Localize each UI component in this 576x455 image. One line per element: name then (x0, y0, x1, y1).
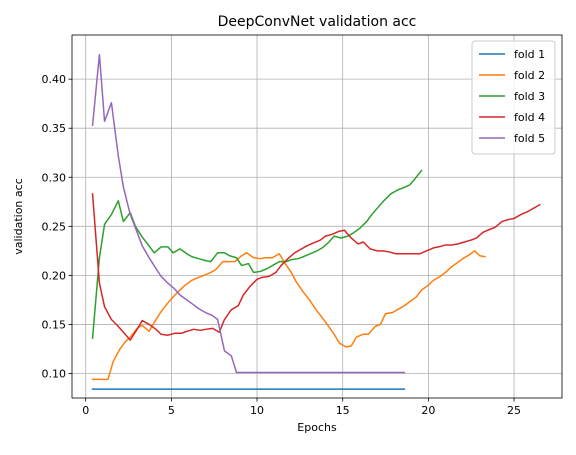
x-tick-label: 5 (168, 404, 175, 417)
y-tick-label: 0.25 (42, 220, 67, 233)
axes-frame (71, 34, 563, 399)
legend-label: fold 4 (514, 111, 545, 124)
series-line-fold-5 (91, 53, 406, 374)
x-tick-label: 20 (421, 404, 435, 417)
axes-spines (71, 34, 563, 399)
y-tick-label: 0.10 (42, 367, 67, 380)
series-line-fold-3 (91, 169, 423, 339)
legend-box (471, 40, 556, 155)
y-tick-label: 0.35 (42, 122, 67, 135)
y-tick-label: 0.40 (42, 73, 67, 86)
x-tick-label: 0 (82, 404, 89, 417)
series-line-fold-2 (91, 250, 486, 381)
legend: fold 1 fold 2 fold 3 fold 4 fold 5 (471, 40, 556, 155)
legend-label: fold 3 (514, 90, 545, 103)
y-tick-label: 0.20 (42, 269, 67, 282)
y-axis-ticks: 0.10 0.15 0.20 0.25 0.30 0.35 0.40 (42, 73, 72, 380)
y-tick-label: 0.30 (42, 171, 67, 184)
series-lines (91, 53, 541, 390)
series-line-fold-4 (91, 193, 541, 341)
legend-label: fold 5 (514, 132, 545, 145)
x-axis-label: Epochs (297, 421, 337, 434)
x-tick-label: 25 (507, 404, 521, 417)
legend-label: fold 1 (514, 48, 545, 61)
y-axis-label: validation acc (12, 178, 25, 255)
y-tick-label: 0.15 (42, 318, 67, 331)
chart-title: DeepConvNet validation acc (218, 14, 417, 30)
legend-label: fold 2 (514, 69, 545, 82)
x-tick-label: 15 (336, 404, 350, 417)
x-axis-ticks: 0 5 10 15 20 25 (82, 398, 521, 417)
x-tick-label: 10 (250, 404, 264, 417)
